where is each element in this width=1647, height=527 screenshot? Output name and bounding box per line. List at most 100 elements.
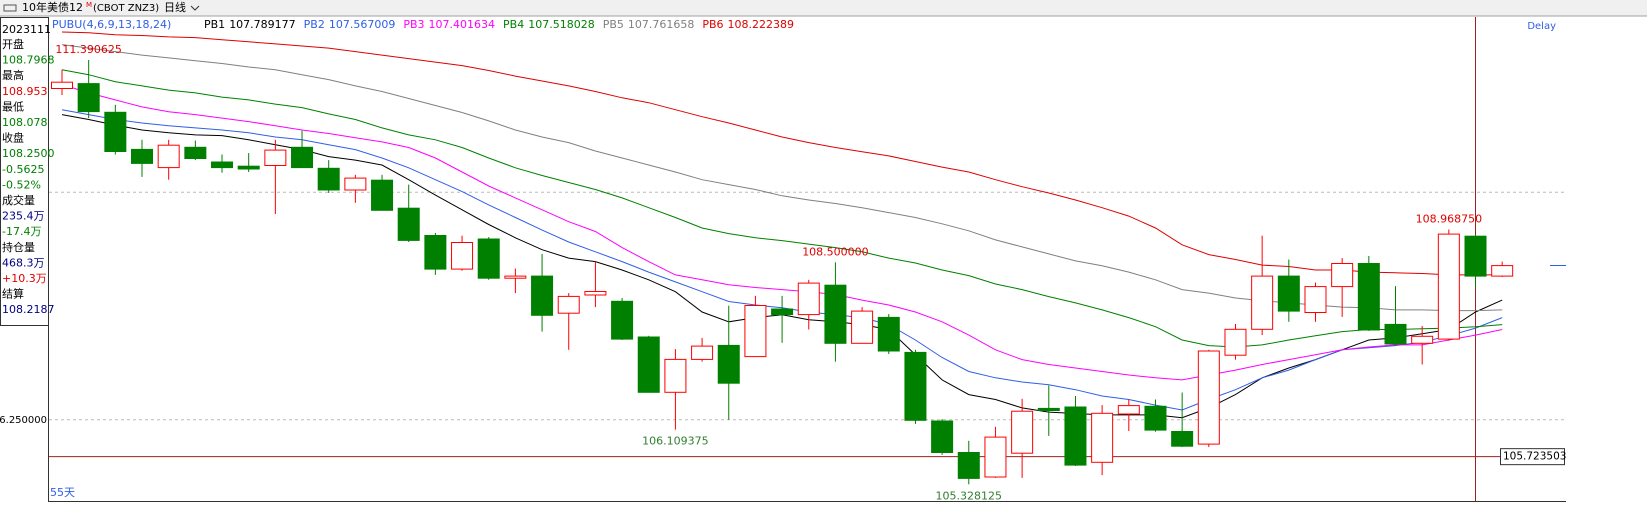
info-label: 开盘: [2, 37, 24, 51]
extreme-label: 108.500000: [802, 245, 868, 258]
candle-body: [477, 238, 500, 279]
candle-body: [744, 305, 767, 358]
candle-body: [317, 167, 340, 191]
candle-body: [1224, 328, 1247, 356]
extreme-label: 108.968750: [1416, 212, 1482, 225]
candle-body: [931, 420, 954, 453]
info-value: -0.5625: [2, 163, 44, 176]
candle-body: [451, 242, 474, 270]
candle-body: [877, 316, 900, 352]
candle-body: [104, 111, 127, 153]
candle-body: [344, 177, 367, 191]
toolbar: [0, 0, 1647, 16]
instrument-name[interactable]: 10年美债12: [22, 0, 83, 14]
candle-body: [1251, 275, 1274, 330]
candle-body: [1117, 405, 1140, 415]
candle-body: [1064, 406, 1087, 466]
candle-body: [717, 344, 740, 384]
candle-body: [1491, 265, 1514, 277]
info-label: 成交量: [2, 193, 35, 207]
candle-body: [1411, 335, 1434, 344]
candle-body: [371, 179, 394, 211]
info-value: -0.52%: [2, 178, 41, 191]
legend-name: PB5: [603, 18, 624, 31]
candle-body: [664, 358, 687, 393]
candle-body: [851, 310, 874, 344]
candle-body: [1384, 323, 1407, 345]
candle-body: [691, 345, 714, 360]
candle-body: [424, 235, 447, 270]
candle-body: [904, 351, 927, 421]
candle-body: [1091, 412, 1114, 463]
crosshair-label: 105.723503: [1503, 451, 1566, 463]
legend-name: PB3: [403, 18, 424, 31]
legend-value: 107.401634: [429, 18, 495, 31]
instrument-superscript: M: [86, 1, 92, 9]
legend-value: 107.789177: [229, 18, 295, 31]
candle-body: [131, 148, 154, 164]
candle-body: [51, 81, 73, 89]
candle-body: [957, 452, 980, 479]
candle-body: [504, 275, 527, 279]
candle-body: [1357, 263, 1380, 331]
legend-name: PB4: [503, 18, 524, 31]
candle-body: [1304, 286, 1327, 314]
candle-body: [1277, 275, 1300, 312]
legend-name: PB6: [702, 18, 723, 31]
info-label: 持仓量: [2, 240, 35, 254]
info-panel: [0, 17, 49, 326]
candle-body: [1197, 350, 1220, 445]
candle-body: [1437, 233, 1460, 340]
y-tick-label: 106.250000: [0, 415, 47, 426]
legend-name: PB2: [304, 18, 325, 31]
candle-body: [611, 300, 634, 340]
candle-body: [771, 308, 794, 316]
legend-value: 108.222389: [728, 18, 794, 31]
info-value: 235.4万: [2, 210, 45, 223]
period-selector[interactable]: 日线: [164, 0, 186, 14]
legend-value: 107.761658: [628, 18, 694, 31]
extreme-label: 106.109375: [642, 435, 708, 448]
candle-body: [77, 83, 100, 113]
legend-value: 107.567009: [329, 18, 395, 31]
info-value: 108.078: [2, 116, 48, 129]
info-date: 2023111: [2, 23, 51, 36]
menu-icon[interactable]: [3, 4, 17, 12]
candle-body: [1144, 405, 1167, 431]
info-value: -17.4万: [2, 225, 41, 238]
legend-value: 107.518028: [528, 18, 594, 31]
candle-body: [1464, 235, 1487, 277]
candle-body: [264, 149, 287, 167]
info-value: 108.2500: [2, 147, 55, 160]
legend-name: PB1: [204, 18, 225, 31]
delay-label: Delay: [1527, 21, 1556, 32]
candle-body: [531, 275, 554, 316]
candle-body: [557, 295, 580, 314]
extreme-label: 111.390625: [55, 43, 121, 56]
candle-body: [1171, 431, 1194, 447]
info-value: 468.3万: [2, 256, 45, 269]
dropdown-arrow[interactable]: [190, 5, 200, 11]
info-value: 108.2187: [2, 303, 55, 316]
info-value: 108.953: [2, 85, 48, 98]
candle-body: [1037, 407, 1060, 411]
candle-body: [1331, 263, 1354, 288]
info-value: +10.3万: [2, 272, 47, 285]
candle-body: [184, 146, 207, 160]
crosshair-label-box: [1500, 448, 1565, 466]
candle-body: [797, 282, 820, 316]
info-label: 收盘: [2, 131, 24, 145]
indicator-line: [61, 84, 1503, 381]
info-value: 108.7968: [2, 54, 55, 67]
info-label: 结算: [2, 287, 24, 301]
info-label: 最高: [2, 68, 24, 82]
candle-body: [1011, 410, 1034, 454]
candle-body: [211, 161, 234, 169]
extreme-label: 105.328125: [936, 489, 1002, 502]
candle-body: [637, 336, 660, 393]
candle-body: [824, 284, 847, 344]
bar-count: 55天: [50, 486, 75, 499]
